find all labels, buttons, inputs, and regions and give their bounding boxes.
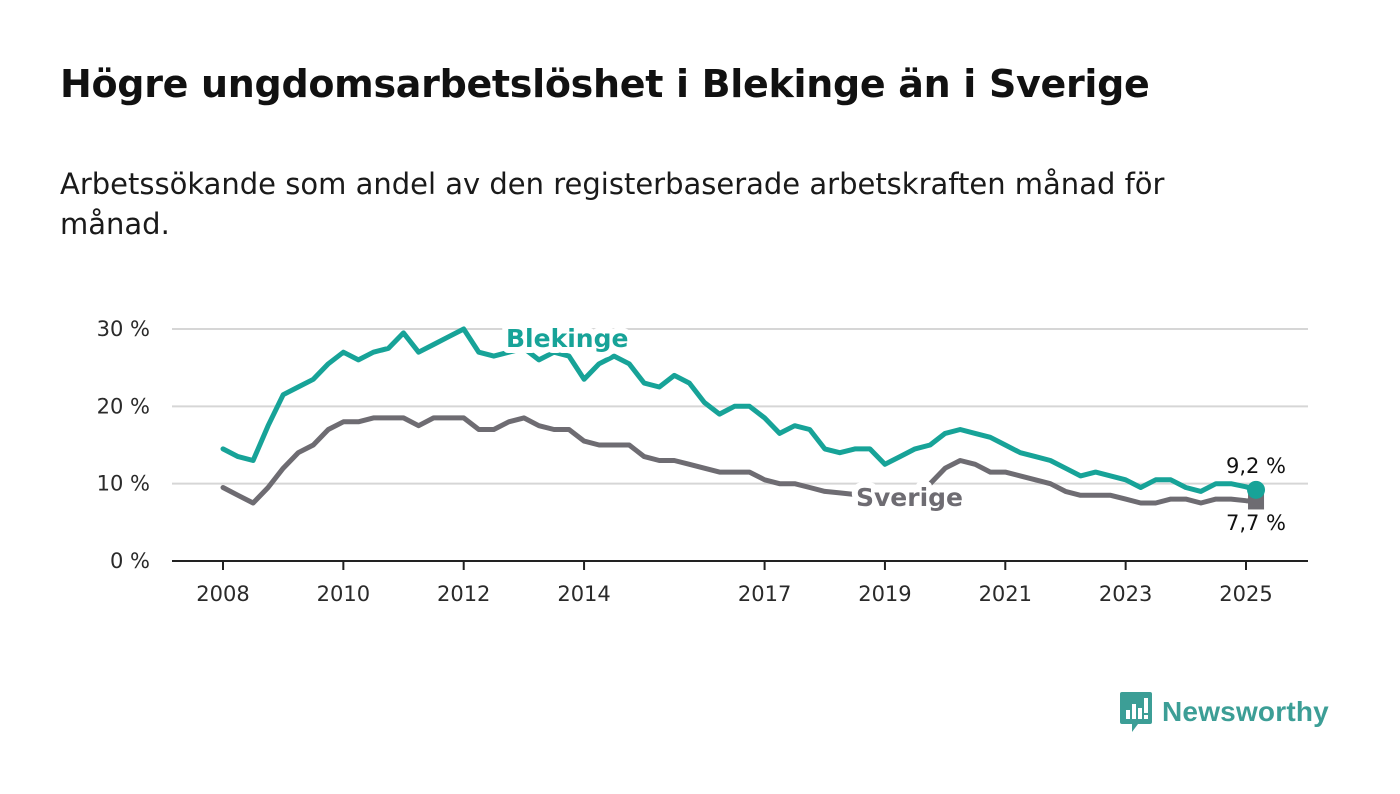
x-tick-label: 2023 [1099, 582, 1152, 606]
end-marker-blekinge [1247, 480, 1266, 499]
x-tick-label: 2008 [196, 582, 249, 606]
end-label-sverige: 7,7 % [1226, 511, 1286, 535]
series-label-halo: Sverige [856, 483, 963, 512]
x-tick-label: 2017 [738, 582, 791, 606]
y-axis-labels: 0 % 10 % 20 % 30 % [97, 317, 150, 573]
newsworthy-brand[interactable]: Newsworthy [1118, 690, 1329, 734]
y-tick-label: 10 % [97, 472, 150, 496]
x-axis: 2008 2010 2012 2014 2017 2019 2021 2023 2025 [172, 560, 1308, 606]
x-tick-label: 2025 [1219, 582, 1272, 606]
x-tick-label: 2012 [437, 582, 490, 606]
y-tick-label: 20 % [97, 394, 150, 418]
y-tick-label: 0 % [110, 549, 150, 573]
brand-name: Newsworthy [1162, 696, 1329, 727]
y-tick-label: 30 % [97, 317, 150, 341]
series-label-halo: Blekinge [506, 324, 628, 353]
series-label-sverige: Sverige [856, 483, 963, 512]
x-tick-label: 2014 [557, 582, 610, 606]
x-tick-label: 2010 [317, 582, 370, 606]
series-line-sverige [220, 415, 1259, 506]
newsworthy-logo-icon [1120, 692, 1152, 732]
chart-title: Högre ungdomsarbetslöshet i Blekinge än … [60, 62, 1150, 106]
x-tick-label: 2021 [979, 582, 1032, 606]
x-tick-label: 2019 [858, 582, 911, 606]
end-label-blekinge: 9,2 % [1226, 454, 1286, 478]
series-lines [220, 326, 1259, 506]
chart-subtitle: Arbetssökande som andel av den registerb… [60, 167, 1165, 241]
series-line-blekinge [220, 326, 1259, 494]
series-label-blekinge: Blekinge [506, 324, 628, 353]
